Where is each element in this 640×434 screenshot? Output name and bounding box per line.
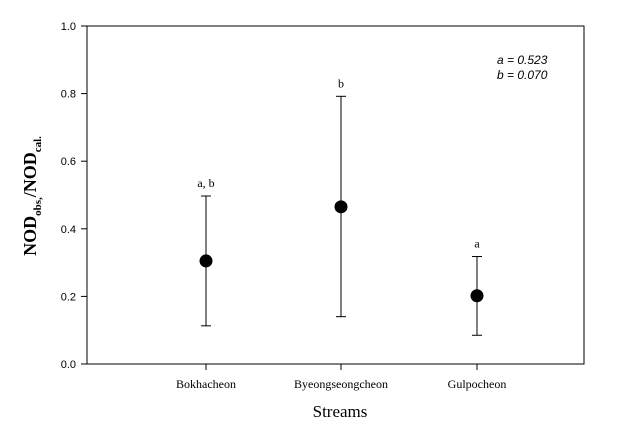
x-tick-label: Bokhacheon: [176, 377, 236, 391]
y-axis-ticks: 0.0 0.2 0.4 0.6 0.8 1.0: [61, 21, 87, 371]
group-labels: a, b b a: [197, 76, 480, 250]
y-tick-label: 0.2: [61, 291, 76, 303]
data-point: [199, 254, 213, 268]
x-tick-label: Byeongseongcheon: [294, 377, 388, 391]
y-axis-label-sub1: obs,: [32, 197, 44, 216]
y-tick-label: 0.8: [61, 89, 76, 101]
group-label: a: [474, 237, 480, 251]
data-points: [199, 200, 484, 303]
y-tick-label: 0.6: [61, 156, 76, 168]
x-axis-ticks: Bokhacheon Byeongseongcheon Gulpocheon: [176, 364, 506, 391]
x-tick-label: Gulpocheon: [448, 377, 507, 391]
error-bars: [201, 95, 482, 336]
y-axis-label-sub2: cal.: [32, 136, 44, 152]
y-tick-label: 0.4: [61, 224, 76, 236]
group-label: a, b: [197, 176, 214, 190]
plot-area-border: [86, 25, 585, 365]
y-axis-label: NODobs,/NODcal.: [20, 136, 44, 256]
group-label: b: [338, 76, 344, 90]
y-axis-label-main: NOD: [20, 216, 40, 256]
data-point: [470, 289, 484, 303]
annotation-b: b = 0.070: [497, 68, 548, 82]
data-point: [334, 200, 348, 214]
svg-text:NODobs,/NODcal.: NODobs,/NODcal.: [20, 136, 44, 256]
x-axis-label: Streams: [313, 402, 368, 421]
y-axis-label-mid: /NOD: [20, 152, 40, 198]
annotation-a: a = 0.523: [497, 53, 548, 67]
plot-frame: [86, 25, 585, 365]
y-tick-label: 0.0: [61, 359, 76, 371]
y-tick-label: 1.0: [61, 21, 76, 33]
